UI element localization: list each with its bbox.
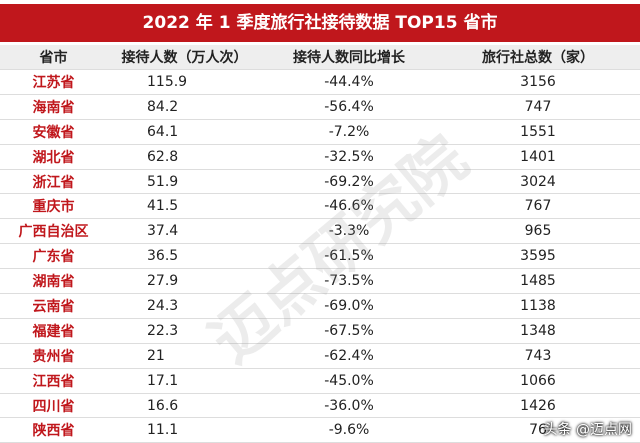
table-cell: 1066: [436, 368, 640, 394]
title: 2022 年 1 季度旅行社接待数据 TOP15 省市: [0, 4, 640, 42]
table-cell: 1348: [436, 318, 640, 344]
table-row: 陕西省 11.1 -9.6% 76: [0, 417, 640, 443]
table-cell: 重庆市: [0, 193, 107, 220]
table-cell: 3024: [436, 169, 640, 195]
table-cell: 江西省: [0, 368, 107, 394]
table-row: 福建省 22.3 -67.5% 1348: [0, 318, 640, 344]
table-row: 广西自治区 37.4 -3.3% 965: [0, 218, 640, 245]
table-cell: 16.6: [107, 393, 262, 419]
table-cell: -44.4%: [262, 69, 436, 95]
table-cell: 51.9: [107, 169, 262, 195]
table-cell: -62.4%: [262, 343, 436, 369]
header-cell: 旅行社总数（家）: [436, 45, 640, 70]
table-cell: 11.1: [107, 417, 262, 443]
header-cell: 接待人数同比增长: [262, 45, 436, 70]
table-cell: 云南省: [0, 293, 107, 319]
table-cell: 3595: [436, 243, 640, 270]
table-cell: 84.2: [107, 94, 262, 120]
table-cell: 1138: [436, 293, 640, 319]
table-row: 海南省 84.2 -56.4% 747: [0, 94, 640, 120]
table-cell: 江苏省: [0, 69, 107, 95]
table-row: 广东省 36.5 -61.5% 3595: [0, 243, 640, 270]
table-cell: 四川省: [0, 393, 107, 419]
table-cell: 17.1: [107, 368, 262, 394]
table-cell: 陕西省: [0, 417, 107, 443]
header-row: 省市 接待人数（万人次） 接待人数同比增长 旅行社总数（家）: [0, 45, 640, 70]
table-cell: 24.3: [107, 293, 262, 319]
table-cell: -69.2%: [262, 169, 436, 195]
table-cell: 747: [436, 94, 640, 120]
table-cell: 41.5: [107, 193, 262, 220]
table-row: 湖南省 27.9 -73.5% 1485: [0, 268, 640, 295]
table-cell: 21: [107, 343, 262, 369]
table-cell: -69.0%: [262, 293, 436, 319]
table-row: 云南省 24.3 -69.0% 1138: [0, 293, 640, 319]
table-cell: 36.5: [107, 243, 262, 270]
table-cell: 1401: [436, 144, 640, 170]
table-cell: 62.8: [107, 144, 262, 170]
table-cell: -73.5%: [262, 268, 436, 295]
table-row: 重庆市 41.5 -46.6% 767: [0, 193, 640, 220]
table-cell: 3156: [436, 69, 640, 95]
table-cell: 22.3: [107, 318, 262, 344]
table-cell: 安徽省: [0, 119, 107, 145]
table-cell: 湖南省: [0, 268, 107, 295]
table-row: 江苏省 115.9 -44.4% 3156: [0, 69, 640, 95]
table-cell: -56.4%: [262, 94, 436, 120]
table-cell: 76: [436, 417, 640, 443]
table-cell: 37.4: [107, 218, 262, 245]
table-cell: 广西自治区: [0, 218, 107, 245]
credit: 头条 @迈点网: [543, 422, 632, 438]
table-cell: 广东省: [0, 243, 107, 270]
table-cell: 1485: [436, 268, 640, 295]
table-cell: -32.5%: [262, 144, 436, 170]
table-cell: 27.9: [107, 268, 262, 295]
table-cell: 1426: [436, 393, 640, 419]
table-cell: 965: [436, 218, 640, 245]
table-cell: -36.0%: [262, 393, 436, 419]
table-cell: 福建省: [0, 318, 107, 344]
table-cell: 767: [436, 193, 640, 220]
table-cell: 贵州省: [0, 343, 107, 369]
header-cell: 接待人数（万人次）: [107, 45, 262, 70]
table-cell: -3.3%: [262, 218, 436, 245]
table-cell: 湖北省: [0, 144, 107, 170]
table-cell: -9.6%: [262, 417, 436, 443]
table-row: 浙江省 51.9 -69.2% 3024: [0, 169, 640, 195]
table-row: 四川省 16.6 -36.0% 1426: [0, 393, 640, 419]
table-cell: -7.2%: [262, 119, 436, 145]
table-cell: 115.9: [107, 69, 262, 95]
table-cell: 743: [436, 343, 640, 369]
table-cell: 浙江省: [0, 169, 107, 195]
table-cell: 海南省: [0, 94, 107, 120]
table-row: 安徽省 64.1 -7.2% 1551: [0, 119, 640, 145]
table-cell: 64.1: [107, 119, 262, 145]
table-body: 江苏省 115.9 -44.4% 3156 海南省 84.2 -56.4% 747 安徽省 64.…: [0, 69, 640, 443]
table-row: 湖北省 62.8 -32.5% 1401: [0, 144, 640, 170]
table-cell: -45.0%: [262, 368, 436, 394]
table-cell: -46.6%: [262, 193, 436, 220]
table-cell: -61.5%: [262, 243, 436, 270]
data-table: 省市 接待人数（万人次） 接待人数同比增长 旅行社总数（家） 江苏省 115.9 -44.…: [0, 45, 640, 443]
table-row: 贵州省 21 -62.4% 743: [0, 343, 640, 369]
table-row: 江西省 17.1 -45.0% 1066: [0, 368, 640, 394]
table-cell: 1551: [436, 119, 640, 145]
header-cell: 省市: [0, 45, 107, 70]
table-cell: -67.5%: [262, 318, 436, 344]
